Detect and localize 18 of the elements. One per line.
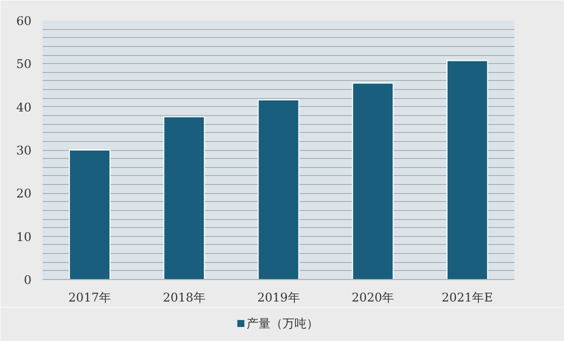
legend-label: 产量（万吨）: [246, 316, 319, 330]
x-tick-label: 2021年E: [442, 290, 493, 304]
y-tick-label: 50: [16, 57, 32, 72]
y-tick-label: 0: [24, 273, 32, 287]
x-tick-label: 2017年: [68, 290, 111, 304]
x-tick-label: 2020年: [352, 290, 394, 304]
y-tick-label: 60: [16, 14, 32, 28]
bar: [446, 60, 488, 280]
y-tick-label: 30: [16, 144, 32, 158]
x-tick-label: 2018年: [162, 290, 206, 304]
bar: [258, 99, 300, 280]
bar: [163, 116, 205, 280]
bar: [352, 82, 394, 280]
bar: [68, 150, 110, 280]
x-tick-label: 2019年: [257, 290, 300, 304]
y-tick-label: 10: [16, 230, 32, 244]
y-tick-label: 40: [16, 100, 32, 114]
y-tick-label: 20: [16, 186, 32, 201]
